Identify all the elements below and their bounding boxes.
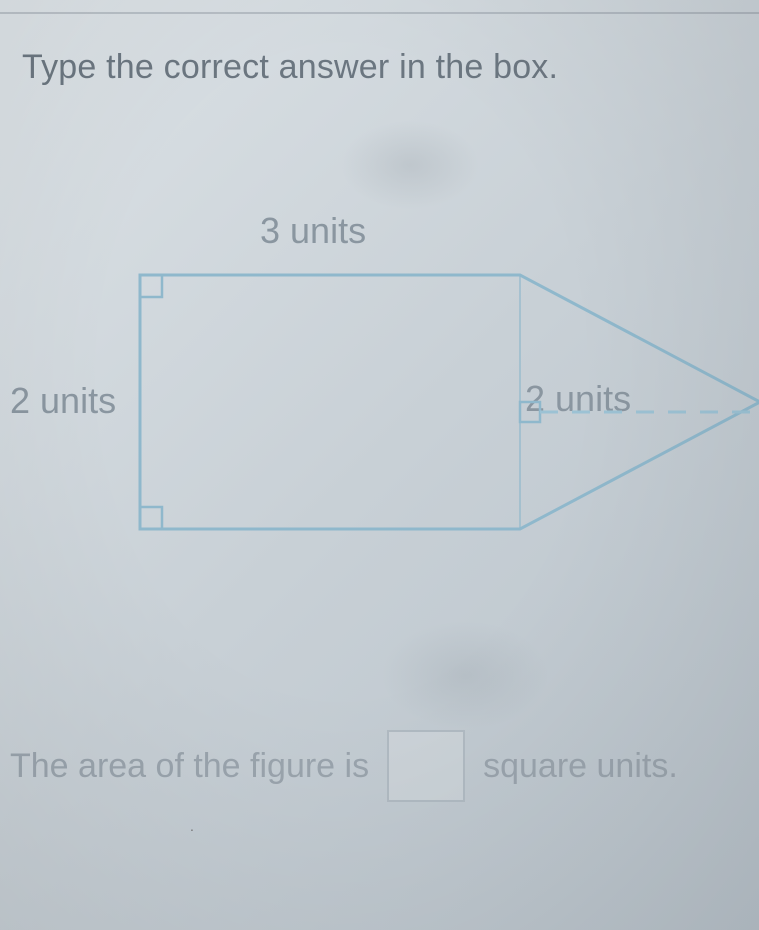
dimension-label-left: 2 units (10, 380, 116, 422)
answer-input[interactable] (387, 730, 465, 802)
dimension-label-top: 3 units (260, 210, 366, 252)
answer-sentence: The area of the figure is square units. (10, 730, 759, 802)
worksheet-page: Type the correct answer in the box. 3 un… (0, 0, 759, 930)
right-angle-marker-altitude (520, 402, 540, 422)
answer-suffix: square units. (483, 747, 678, 786)
photo-smudge (380, 620, 550, 730)
answer-prefix: The area of the figure is (10, 747, 369, 786)
pentagon-outline (140, 275, 759, 529)
divider (0, 12, 759, 14)
composite-shape-svg (130, 265, 759, 565)
geometry-figure: 3 units 2 units 2 units (0, 210, 759, 590)
photo-smudge (340, 120, 480, 210)
stray-mark: . (190, 818, 194, 834)
right-angle-marker-bl (140, 507, 162, 529)
right-angle-marker-tl (140, 275, 162, 297)
instruction-text: Type the correct answer in the box. (22, 48, 558, 87)
